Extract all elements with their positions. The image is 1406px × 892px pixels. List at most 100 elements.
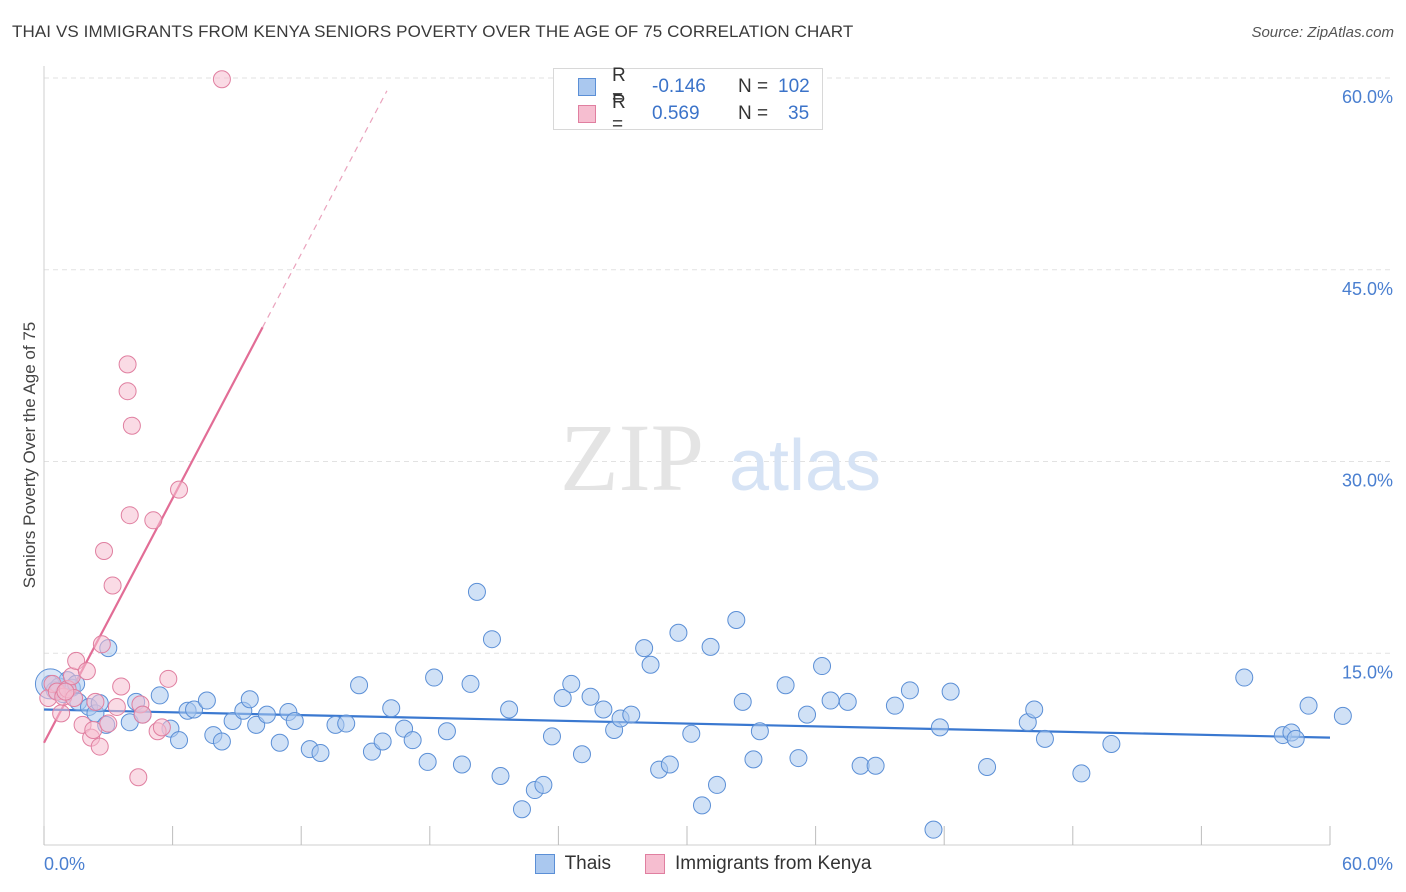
kenya-point [129,768,148,787]
thais-point [750,722,769,741]
thais-point [1025,700,1044,719]
kenya-point [95,541,114,560]
thais-point [682,724,701,743]
y-axis-label-wrap: Seniors Poverty Over the Age of 75 [18,0,42,892]
thais-legend-swatch [534,854,555,874]
thais-point [1072,764,1091,783]
y-axis-label: Seniors Poverty Over the Age of 75 [20,321,39,589]
thais-points [34,582,1352,839]
thais-point [350,676,369,695]
n-label: N = [738,76,769,97]
kenya-points [39,70,231,787]
thais-point [425,668,444,687]
kenya-point [152,718,171,737]
kenya-trend-dashed [262,90,388,328]
kenya-point [103,576,122,595]
thais-point [821,691,840,710]
source-label: Source: ZipAtlas.com [1251,24,1394,41]
thais-point [635,639,654,658]
kenya-point [99,714,118,733]
x-tick-label-min: 0.0% [44,854,85,874]
thais-point [512,800,531,819]
kenya-point [86,692,105,711]
thais-point [467,582,486,601]
thais-point [418,752,437,771]
watermark-atlas: atlas [729,426,881,506]
thais-point [789,749,808,768]
y-tick-label: 30.0% [1342,471,1393,491]
thais-point [337,714,356,733]
kenya-point [118,382,137,401]
series-legend: Thais Immigrants from Kenya [0,852,1406,876]
legend-row-kenya: R = 0.569 N = 35 [578,92,810,135]
r-value: -0.146 [652,76,706,97]
thais-point [776,676,795,695]
thais-point [744,750,763,769]
thais-point [185,700,204,719]
thais-point [851,756,870,775]
thais-point [622,705,641,724]
thais-point [197,691,216,710]
thais-point [240,690,259,709]
kenya-point [120,506,139,525]
kenya-point [52,704,71,723]
thais-point [382,699,401,718]
thais-point [482,630,501,649]
thais-point [1299,696,1318,715]
thais-point [534,775,553,794]
thais-point [562,674,581,693]
thais-point [669,623,688,642]
kenya-point [159,669,178,688]
thais-point [900,681,919,700]
kenya-point [122,416,141,435]
thais-point [491,766,510,785]
watermark: ZIP atlas [560,404,881,511]
thais-point [373,732,392,751]
thais-point [838,692,857,711]
thais-point [978,758,997,777]
kenya-legend-swatch [645,854,666,874]
thais-point [452,755,471,774]
thais-swatch [578,78,596,96]
watermark-zip: ZIP [560,404,704,511]
kenya-point [84,720,103,739]
thais-point [1333,706,1352,725]
thais-legend-label: Thais [564,853,612,874]
thais-point [641,655,660,674]
thais-point [257,705,276,724]
kenya-point [133,705,152,724]
y-tick-label: 60.0% [1342,87,1393,107]
thais-point [1102,735,1121,754]
thais-point [403,731,422,750]
r-value: 0.569 [652,103,700,124]
kenya-point [107,697,126,716]
thais-point [727,611,746,630]
n-value: 35 [788,103,810,124]
thais-point [924,820,943,839]
thais-point [1035,729,1054,748]
n-label: N = [738,103,769,124]
grid-lines [44,77,1394,654]
thais-point [170,731,189,750]
thais-point [866,756,885,775]
kenya-point [62,667,81,686]
kenya-swatch [578,105,596,123]
r-label: R = [612,92,626,135]
thais-point [885,696,904,715]
thais-point [461,674,480,693]
correlation-legend: R = -0.146 N = 102 R = 0.569 N = 35 [553,65,823,135]
thais-point [311,743,330,762]
thais-point [542,727,561,746]
kenya-point [112,677,131,696]
kenya-point [56,682,75,701]
thais-point [437,722,456,741]
thais-point [500,700,519,719]
thais-point [941,682,960,701]
legend-item-kenya[interactable]: Immigrants from Kenya [645,853,871,875]
thais-point [798,705,817,724]
kenya-point [90,737,109,756]
legend-item-thais[interactable]: Thais [534,853,612,875]
thais-point [581,687,600,706]
n-value: 102 [778,76,810,97]
